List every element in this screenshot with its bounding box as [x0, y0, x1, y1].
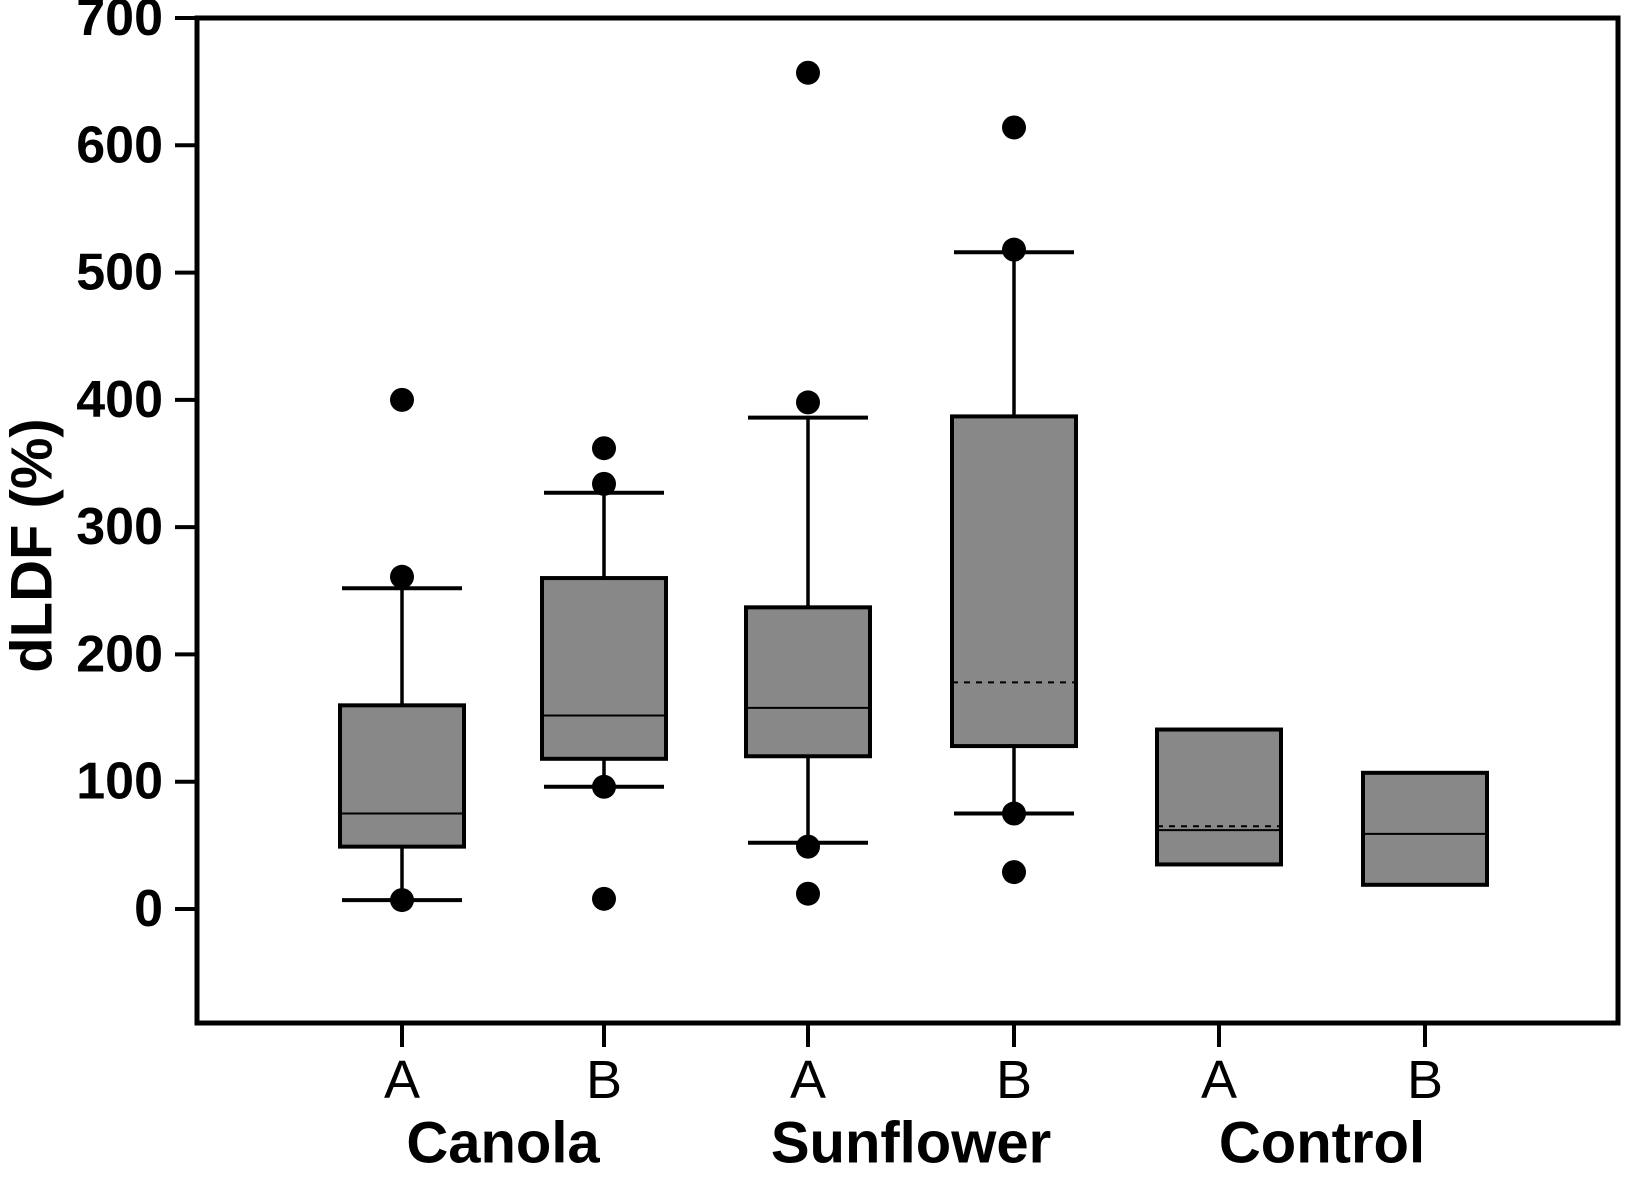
- iqr-box: [744, 605, 872, 759]
- box-group-control-a: A: [1155, 727, 1283, 1110]
- box-group-sunflower-b: B: [950, 115, 1078, 1110]
- y-axis-tick-label: 100: [76, 753, 163, 811]
- outlier-dot: [796, 390, 820, 415]
- outlier-dot: [592, 886, 616, 911]
- outlier-dot: [796, 881, 820, 906]
- x-category-label: A: [1201, 1050, 1237, 1110]
- box-group-canola-a: A: [338, 387, 466, 1110]
- x-group-label: Sunflower: [771, 1111, 1051, 1176]
- x-category-label: A: [790, 1050, 826, 1110]
- x-category-label: B: [1407, 1050, 1443, 1110]
- x-group-label: Control: [1219, 1111, 1425, 1176]
- x-category-label: B: [586, 1050, 622, 1110]
- outlier-dot: [1002, 860, 1026, 885]
- y-axis-tick-label: 400: [76, 371, 163, 429]
- iqr-box: [338, 703, 466, 849]
- outlier-dot: [592, 471, 616, 496]
- box-group-control-b: B: [1361, 770, 1489, 1110]
- iqr-box: [1155, 727, 1283, 867]
- y-axis-tick-label: 500: [76, 244, 163, 302]
- outlier-dot: [390, 387, 414, 412]
- outlier-dot: [592, 436, 616, 461]
- iqr-box: [540, 576, 668, 761]
- outlier-dot: [390, 888, 414, 913]
- outlier-dot: [1002, 237, 1026, 262]
- y-axis-tick-label: 300: [76, 498, 163, 556]
- outlier-dot: [1002, 801, 1026, 826]
- box-group-canola-b: B: [540, 436, 668, 1110]
- outlier-dot: [1002, 115, 1026, 140]
- iqr-box: [950, 414, 1078, 749]
- y-axis-tick-label: 0: [134, 880, 163, 938]
- y-axis-tick-label: 600: [76, 116, 163, 174]
- x-category-label: B: [996, 1050, 1032, 1110]
- box-group-sunflower-a: A: [744, 60, 872, 1110]
- outlier-dot: [390, 564, 414, 589]
- outlier-dot: [796, 60, 820, 85]
- y-axis-tick-label: 200: [76, 625, 163, 683]
- iqr-box: [1361, 770, 1489, 887]
- outlier-dot: [592, 774, 616, 799]
- x-category-label: A: [384, 1050, 420, 1110]
- y-axis-tick-label: 700: [76, 0, 163, 47]
- x-group-label: Canola: [406, 1111, 600, 1176]
- y-axis-title: dLDF (%): [0, 418, 65, 673]
- outlier-dot: [796, 834, 820, 859]
